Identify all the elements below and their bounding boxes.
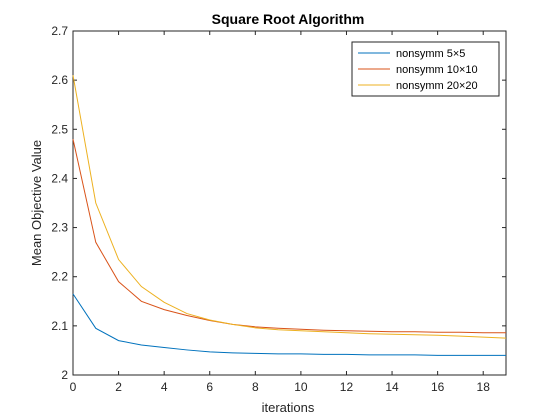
legend: nonsymm 5×5 nonsymm 10×10 nonsymm 20×20 <box>351 41 500 97</box>
y-tick-label: 2.6 <box>51 73 68 87</box>
x-tick-label: 10 <box>294 380 308 394</box>
x-tick-label: 18 <box>477 380 491 394</box>
x-tick-label: 4 <box>161 380 168 394</box>
series-line-1 <box>72 293 506 356</box>
x-tick-label: 8 <box>252 380 259 394</box>
y-axis-label: Mean Objective Value <box>29 140 44 266</box>
x-tick-label: 16 <box>431 380 445 394</box>
y-tick-label: 2.1 <box>51 319 68 333</box>
x-axis-label: iterations <box>262 400 315 415</box>
x-tick-label: 12 <box>340 380 354 394</box>
legend-entry: nonsymm 5×5 <box>396 48 465 60</box>
y-tick-label: 2.7 <box>51 24 68 38</box>
y-tick-label: 2.3 <box>51 221 68 235</box>
x-tick-label: 2 <box>115 380 122 394</box>
series-line-2 <box>72 139 506 334</box>
x-tick-label: 6 <box>206 380 213 394</box>
y-tick-label: 2.5 <box>51 122 68 136</box>
chart-title: Square Root Algorithm <box>212 11 365 27</box>
y-tick-label: 2 <box>61 368 68 382</box>
y-tick-label: 2.4 <box>51 171 68 185</box>
x-tick-label: 0 <box>70 380 77 394</box>
y-tick-label: 2.2 <box>51 270 68 284</box>
legend-entry: nonsymm 20×20 <box>396 80 478 92</box>
series-line-3 <box>72 75 507 339</box>
x-tick-label: 14 <box>385 380 399 394</box>
legend-entry: nonsymm 10×10 <box>396 64 478 76</box>
